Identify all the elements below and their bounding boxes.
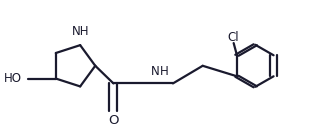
Text: HO: HO <box>4 72 22 85</box>
Text: O: O <box>108 114 119 127</box>
Text: H: H <box>160 65 169 78</box>
Text: NH: NH <box>71 25 89 38</box>
Text: Cl: Cl <box>228 31 239 44</box>
Text: N: N <box>150 65 159 78</box>
